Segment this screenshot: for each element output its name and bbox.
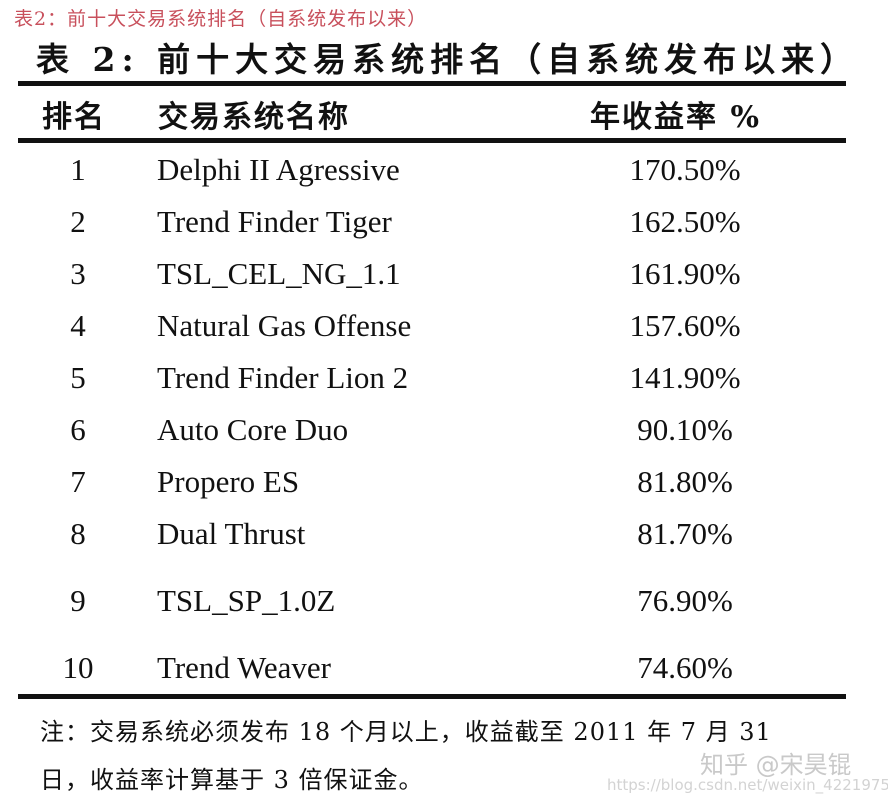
cell-rank: 8 — [70, 516, 86, 551]
cell-system-name: TSL_CEL_NG_1.1 — [157, 256, 401, 291]
table-row: 7 Propero ES 81.80% — [0, 464, 888, 504]
cell-system-name: Trend Finder Lion 2 — [157, 360, 409, 395]
watermark-url: https://blog.csdn.net/weixin_42219751 — [607, 776, 888, 794]
cell-rank: 6 — [70, 412, 86, 447]
table-row: 8 Dual Thrust 81.70% — [0, 516, 888, 556]
table-note-line-2: 日，收益率计算基于 3 倍保证金。 — [40, 766, 424, 794]
cell-annual-return: 81.80% — [637, 464, 733, 499]
cell-annual-return: 161.90% — [629, 256, 741, 291]
table-row: 10 Trend Weaver 74.60% — [0, 650, 888, 690]
cell-annual-return: 90.10% — [637, 412, 733, 447]
cell-system-name: TSL_SP_1.0Z — [157, 583, 336, 618]
table-row: 4 Natural Gas Offense 157.60% — [0, 308, 888, 348]
table-top-rule — [18, 81, 846, 86]
table-row: 2 Trend Finder Tiger 162.50% — [0, 204, 888, 244]
header-annual-return: 年收益率 % — [590, 100, 761, 135]
cell-rank: 7 — [70, 464, 86, 499]
cell-rank: 10 — [62, 650, 94, 685]
table-row: 6 Auto Core Duo 90.10% — [0, 412, 888, 452]
table-bottom-rule — [18, 694, 846, 699]
cell-system-name: Auto Core Duo — [157, 412, 349, 447]
cell-rank: 9 — [70, 583, 86, 618]
cell-annual-return: 74.60% — [637, 650, 733, 685]
table-row: 5 Trend Finder Lion 2 141.90% — [0, 360, 888, 400]
header-system-name: 交易系统名称 — [158, 100, 350, 135]
watermark-author: 知乎 @宋昊锟 — [700, 751, 852, 779]
table-row: 9 TSL_SP_1.0Z 76.90% — [0, 583, 888, 623]
table-row: 1 Delphi II Agressive 170.50% — [0, 152, 888, 192]
cell-rank: 1 — [70, 152, 86, 187]
cell-system-name: Propero ES — [157, 464, 300, 499]
figure-caption: 表2：前十大交易系统排名（自系统发布以来） — [14, 8, 428, 30]
cell-rank: 2 — [70, 204, 86, 239]
cell-system-name: Delphi II Agressive — [157, 152, 400, 187]
cell-system-name: Trend Weaver — [157, 650, 331, 685]
table-note-line-1: 注：交易系统必须发布 18 个月以上，收益截至 2011 年 7 月 31 — [40, 718, 772, 746]
table-row: 3 TSL_CEL_NG_1.1 161.90% — [0, 256, 888, 296]
cell-system-name: Trend Finder Tiger — [157, 204, 392, 239]
cell-system-name: Natural Gas Offense — [157, 308, 412, 343]
table-title: 表 2: 前十大交易系统排名（自系统发布以来） — [36, 40, 860, 79]
cell-rank: 4 — [70, 308, 86, 343]
cell-annual-return: 76.90% — [637, 583, 733, 618]
header-rank: 排名 — [42, 100, 106, 135]
cell-annual-return: 157.60% — [629, 308, 741, 343]
cell-annual-return: 170.50% — [629, 152, 741, 187]
cell-system-name: Dual Thrust — [157, 516, 306, 551]
cell-annual-return: 162.50% — [629, 204, 741, 239]
cell-rank: 5 — [70, 360, 86, 395]
cell-annual-return: 141.90% — [629, 360, 741, 395]
table-header-rule — [18, 138, 846, 143]
cell-rank: 3 — [70, 256, 86, 291]
cell-annual-return: 81.70% — [637, 516, 733, 551]
